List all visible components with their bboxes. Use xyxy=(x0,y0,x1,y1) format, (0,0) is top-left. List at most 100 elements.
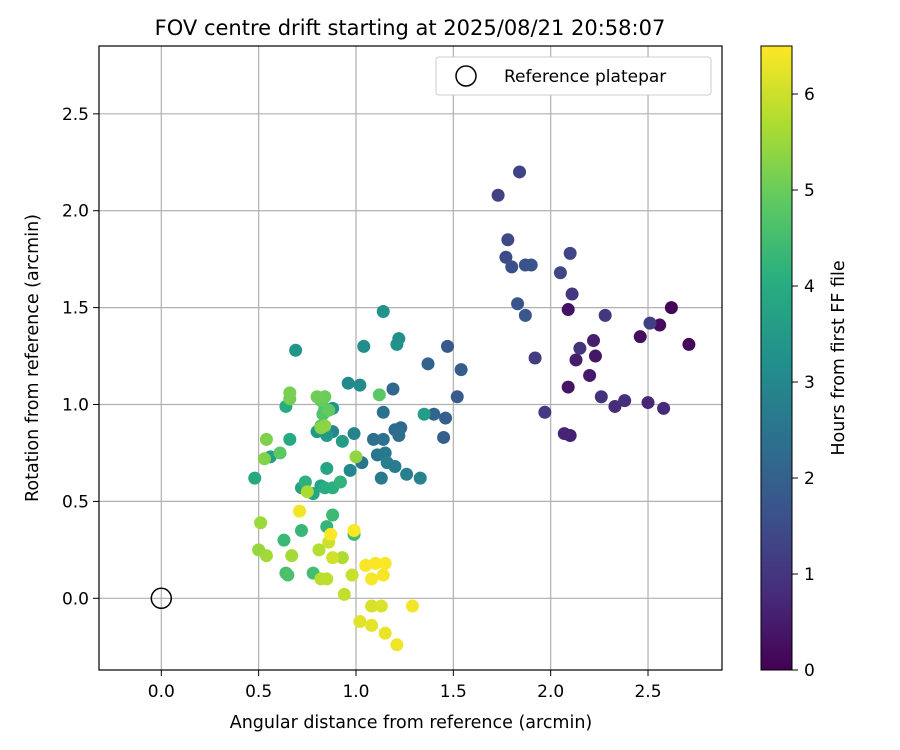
data-point xyxy=(439,411,453,425)
data-point xyxy=(454,363,468,377)
y-tick-label: 2.0 xyxy=(62,202,89,222)
data-point xyxy=(378,626,392,640)
colorbar-tick-label: 3 xyxy=(804,373,815,393)
data-point xyxy=(326,551,340,565)
data-point xyxy=(392,429,406,443)
legend-box xyxy=(435,56,712,96)
data-point xyxy=(337,587,351,601)
grid-lines xyxy=(99,46,722,670)
data-point xyxy=(417,407,431,421)
data-point xyxy=(561,303,575,317)
data-point xyxy=(376,432,390,446)
data-point xyxy=(293,504,307,518)
data-point xyxy=(300,485,314,499)
data-point xyxy=(518,308,532,322)
data-point xyxy=(277,533,291,547)
data-point xyxy=(347,427,361,441)
data-point xyxy=(682,337,696,351)
data-point xyxy=(273,446,287,460)
data-point xyxy=(310,390,324,404)
data-point xyxy=(427,407,441,421)
x-axis-label: Angular distance from reference (arcmin) xyxy=(230,713,593,733)
data-point xyxy=(657,401,671,415)
data-point xyxy=(378,556,392,570)
colorbar: 0 1 2 3 4 5 6 Hours from first FF file xyxy=(760,45,849,681)
data-point xyxy=(335,434,349,448)
data-point xyxy=(440,339,454,353)
data-point xyxy=(587,334,601,348)
data-point xyxy=(333,475,347,489)
data-point xyxy=(400,467,414,481)
colorbar-tick-label: 6 xyxy=(804,85,815,105)
data-point xyxy=(259,549,273,563)
data-point xyxy=(376,304,390,318)
data-point xyxy=(563,246,577,260)
legend-marker xyxy=(455,65,477,87)
data-point xyxy=(405,599,419,613)
data-point xyxy=(511,297,525,311)
data-point xyxy=(594,390,608,404)
data-point xyxy=(345,568,359,582)
data-point xyxy=(259,432,273,446)
data-point xyxy=(353,378,367,392)
legend: Reference platepar xyxy=(435,56,712,96)
x-tick-label: 1.5 xyxy=(440,682,467,702)
data-point xyxy=(353,615,367,629)
x-tick-label: 2.5 xyxy=(634,682,661,702)
data-point xyxy=(283,432,297,446)
y-ticks: 0.0 0.5 1.0 1.5 2.0 2.5 xyxy=(62,105,99,609)
x-tick-label: 0.5 xyxy=(245,682,272,702)
data-point xyxy=(318,419,332,433)
data-point xyxy=(374,471,388,485)
data-point xyxy=(618,394,632,408)
data-point xyxy=(376,405,390,419)
data-point xyxy=(322,403,336,417)
data-point xyxy=(553,266,567,280)
data-point xyxy=(289,343,303,357)
data-point xyxy=(283,386,297,400)
data-point xyxy=(257,452,271,466)
legend-label: Reference platepar xyxy=(504,67,666,87)
data-point xyxy=(561,380,575,394)
colorbar-tick-label: 5 xyxy=(804,181,815,201)
data-point xyxy=(359,558,373,572)
data-point xyxy=(347,523,361,537)
data-point xyxy=(335,551,349,565)
data-point xyxy=(380,456,394,470)
colorbar-label: Hours from first FF file xyxy=(829,260,849,455)
data-point xyxy=(491,188,505,202)
data-point xyxy=(320,461,334,475)
data-point xyxy=(588,349,602,363)
data-point xyxy=(501,233,515,247)
data-point xyxy=(349,450,363,464)
data-point xyxy=(653,318,667,332)
data-point xyxy=(386,382,400,396)
data-point xyxy=(365,618,379,632)
data-point xyxy=(565,287,579,301)
y-tick-label: 0.5 xyxy=(62,492,89,512)
plot-frame xyxy=(98,45,723,671)
data-point xyxy=(413,471,427,485)
y-tick-label: 2.5 xyxy=(62,105,89,125)
data-point xyxy=(390,337,404,351)
data-point xyxy=(450,390,464,404)
data-point xyxy=(326,508,340,522)
x-ticks: 0.0 0.5 1.0 1.5 2.0 2.5 xyxy=(148,670,662,702)
data-point xyxy=(569,353,583,367)
x-tick-label: 2.0 xyxy=(537,682,564,702)
data-point xyxy=(372,388,386,402)
data-point xyxy=(357,339,371,353)
data-point xyxy=(367,432,381,446)
data-point xyxy=(598,308,612,322)
data-point xyxy=(528,351,542,365)
data-point xyxy=(421,357,435,371)
data-point xyxy=(664,301,678,315)
data-point xyxy=(365,599,379,613)
colorbar-tick-label: 0 xyxy=(804,661,815,681)
data-point xyxy=(633,330,647,344)
data-point xyxy=(641,396,655,410)
y-tick-label: 1.5 xyxy=(62,299,89,319)
data-point xyxy=(343,463,357,477)
data-point xyxy=(378,446,392,460)
